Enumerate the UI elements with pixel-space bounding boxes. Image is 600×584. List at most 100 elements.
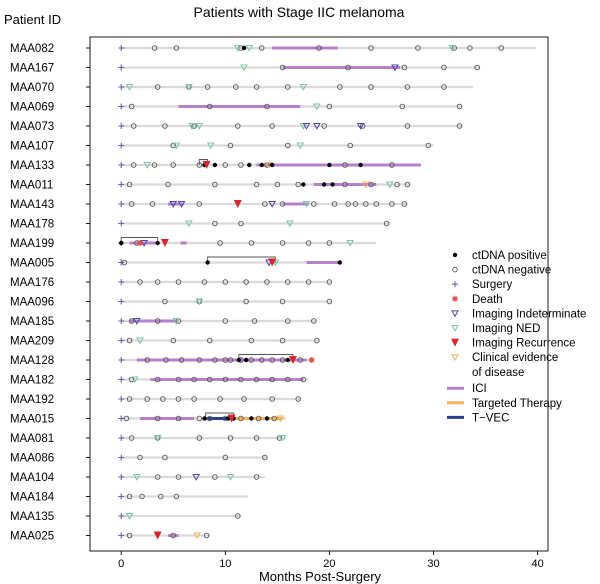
- ctdna-negative-point: [238, 162, 244, 168]
- patient-id-label: MAA184: [10, 492, 55, 504]
- surgery-point: [118, 220, 125, 227]
- ctdna-negative-point: [401, 64, 408, 71]
- ctdna-negative-point: [326, 298, 333, 305]
- ctdna-negative-point: [389, 162, 395, 168]
- ctdna-negative-point: [279, 337, 286, 344]
- ctdna-negative-point: [196, 201, 203, 207]
- imaging-indeterminate-point: [302, 123, 311, 130]
- imaging-ned-point: [233, 45, 242, 52]
- surgery-point: [118, 84, 125, 90]
- ctdna-negative-point: [248, 337, 255, 344]
- ctdna-negative-point: [175, 279, 182, 285]
- ctdna-positive-point: [205, 260, 210, 265]
- ctdna-negative-point: [456, 123, 463, 129]
- imaging-ned-point: [125, 84, 134, 91]
- ctdna-negative-point: [269, 123, 275, 129]
- imaging-recurrence-point: [160, 239, 169, 247]
- ctdna-negative-point: [227, 435, 234, 441]
- ctdna-negative-point: [201, 279, 208, 285]
- ctdna-negative-point: [345, 64, 351, 71]
- imaging-ned-point: [130, 376, 139, 384]
- x-tick-label: 30: [427, 558, 439, 570]
- imaging-recurrence-point: [227, 414, 236, 423]
- legend-label: Surgery: [472, 279, 513, 291]
- imaging-indeterminate-point: [169, 201, 178, 208]
- surgery-point: [118, 513, 125, 519]
- ctdna-negative-point: [337, 84, 343, 90]
- imaging-recurrence-point: [288, 356, 297, 364]
- ctdna-negative-point: [206, 337, 213, 344]
- ctdna-negative-point: [170, 162, 177, 168]
- ctdna-negative-point: [154, 415, 161, 422]
- ctdna-positive-point: [119, 240, 124, 246]
- imaging-indeterminate-point: [132, 318, 141, 325]
- legend-item-recur: Imaging Recurrence: [451, 338, 576, 350]
- patient-id-label: MAA176: [10, 277, 54, 289]
- ctdna-negative-point: [130, 123, 137, 129]
- ctdna-negative-point: [352, 201, 359, 207]
- patient-row: MAA199: [10, 237, 377, 250]
- imaging-ned-point: [385, 181, 394, 189]
- legend-swatch: [452, 281, 458, 288]
- legend-item-surgery: Surgery: [452, 279, 513, 291]
- ctdna-negative-point: [404, 181, 411, 188]
- ctdna-negative-point: [196, 435, 203, 441]
- surgery-point: [118, 162, 125, 168]
- surgery-point: [118, 123, 125, 129]
- ctdna-negative-point: [137, 279, 143, 285]
- legend-label-line2: of disease: [472, 367, 524, 379]
- legend-swatch: [451, 338, 459, 347]
- legend-item-death: Death: [452, 294, 503, 306]
- patient-id-label: MAA086: [10, 453, 54, 465]
- ctdna-negative-point: [126, 396, 133, 402]
- surgery-point: [118, 396, 125, 402]
- patient-row: MAA081: [10, 433, 287, 445]
- ctdna-negative-point: [162, 454, 168, 461]
- ctdna-negative-point: [238, 220, 244, 227]
- legend-item-pos: ctDNA positive: [452, 250, 547, 262]
- ctdna-negative-point: [126, 493, 133, 500]
- ctdna-negative-point: [222, 318, 229, 324]
- legend-label: Imaging Recurrence: [472, 338, 576, 350]
- ctdna-negative-point: [363, 201, 369, 207]
- ctdna-positive-point: [264, 416, 270, 421]
- ctdna-negative-point: [126, 532, 133, 539]
- imaging-ned-point: [245, 45, 254, 52]
- ctdna-negative-point: [321, 123, 327, 129]
- ctdna-negative-point: [425, 142, 432, 149]
- ctdna-negative-point: [154, 84, 161, 90]
- ctdna-negative-point: [269, 396, 275, 402]
- ctdna-negative-point: [314, 337, 320, 344]
- ctdna-negative-point: [259, 45, 265, 51]
- surgery-point: [118, 103, 125, 110]
- ctdna-negative-point: [389, 201, 395, 207]
- ctdna-negative-point: [285, 318, 291, 324]
- ctdna-positive-point: [301, 182, 306, 187]
- imaging-ned-point: [153, 435, 162, 442]
- surgery-point: [118, 279, 125, 285]
- surgery-point: [118, 337, 125, 344]
- imaging-ned-point: [302, 201, 311, 208]
- ctdna-negative-point: [175, 376, 182, 383]
- ctdna-negative-point: [243, 279, 249, 285]
- patient-row: MAA005: [10, 256, 343, 270]
- ctdna-negative-point: [241, 396, 247, 402]
- ctdna-negative-point: [305, 240, 312, 246]
- surgery-point: [118, 298, 125, 305]
- ctdna-negative-point: [238, 415, 244, 422]
- patient-id-label: MAA073: [10, 121, 54, 133]
- patient-row: MAA182: [10, 375, 309, 387]
- ctdna-negative-point: [160, 396, 166, 402]
- surgery-point: [118, 493, 125, 500]
- clinical-evidence-point: [361, 181, 370, 189]
- ctdna-negative-point: [279, 64, 286, 71]
- ctdna-negative-point: [311, 201, 317, 207]
- ctdna-negative-point: [305, 279, 312, 285]
- axes: 0 10 20 30 40: [89, 36, 549, 570]
- legend-item-ned: Imaging NED: [451, 323, 540, 335]
- patient-row: MAA133: [10, 159, 422, 172]
- legend-swatch: [452, 295, 458, 302]
- ctdna-negative-point: [206, 103, 213, 110]
- patient-id-label: MAA135: [10, 511, 54, 523]
- ctdna-positive-point: [249, 416, 254, 421]
